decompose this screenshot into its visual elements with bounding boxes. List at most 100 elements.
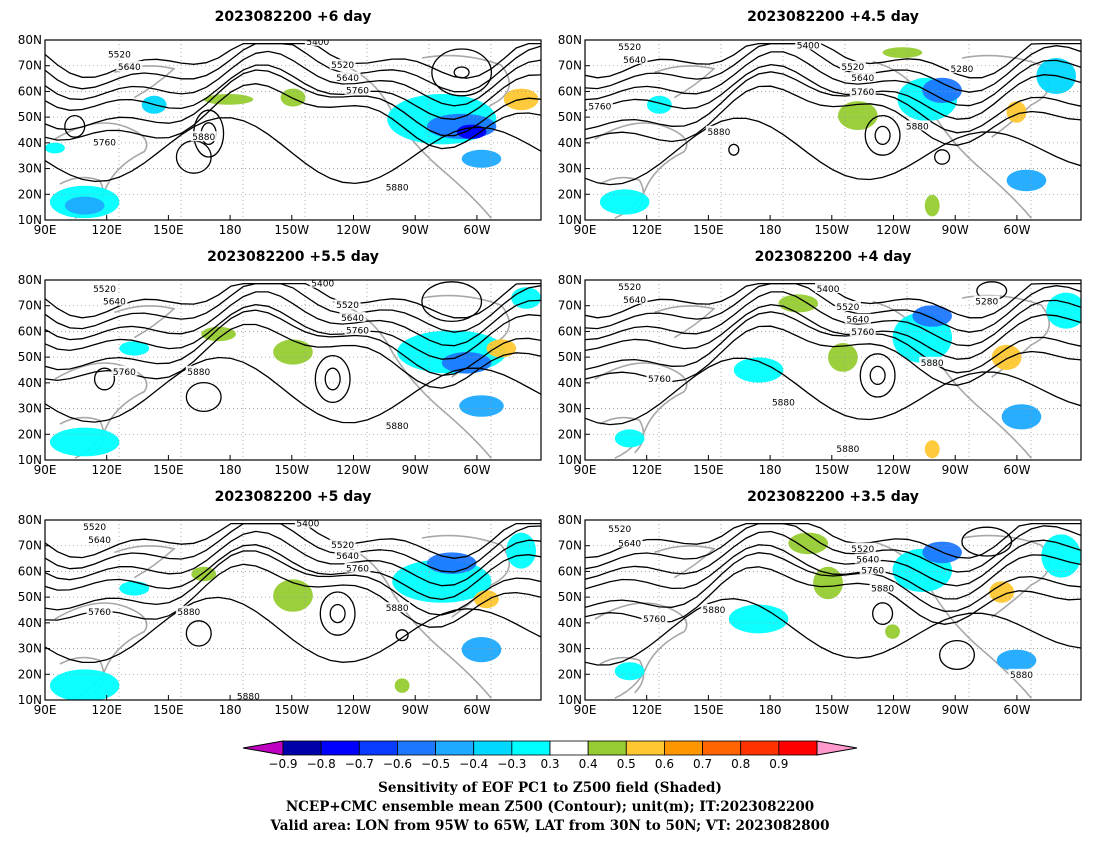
z500-contour xyxy=(45,309,541,377)
z500-contour xyxy=(934,149,951,165)
colorbar-tick-label: −0.7 xyxy=(345,757,374,771)
lon-label: 150W xyxy=(814,703,849,717)
sensitivity-shade xyxy=(119,341,150,356)
sensitivity-shade xyxy=(885,624,900,639)
lat-label: 70N xyxy=(558,299,582,313)
z500-contour xyxy=(93,367,116,391)
contour-label: 5520 xyxy=(608,525,631,535)
z500-contour xyxy=(585,598,1081,666)
coastline xyxy=(599,656,645,694)
contour-label-bg xyxy=(839,61,866,71)
contour-label-bg xyxy=(919,356,946,367)
contour-label: 5640 xyxy=(341,314,364,324)
contour-label: 5880 xyxy=(386,422,409,432)
lon-label: 180 xyxy=(219,463,242,477)
contour-label-bg xyxy=(586,100,613,111)
coastline xyxy=(654,545,716,579)
contour-label-bg xyxy=(844,313,871,324)
lon-label: 150E xyxy=(693,463,724,477)
z500-contour xyxy=(585,357,1081,426)
contour-label-bg xyxy=(384,419,411,430)
contour-label-bg xyxy=(309,280,336,288)
colorbar-swatch xyxy=(511,740,551,756)
z500-contour xyxy=(421,281,483,323)
contour-label-bg xyxy=(705,125,732,136)
z500-contour xyxy=(585,42,1081,93)
lon-label: 150W xyxy=(274,223,309,237)
z500-contour xyxy=(585,552,1081,612)
sensitivity-shade xyxy=(280,88,306,107)
contour-label-bg xyxy=(91,136,118,147)
map-area: 5520 5640 5760 5880 5400 5520 5640 5760 5880 xyxy=(45,40,541,220)
colorbar-tick-label: −0.9 xyxy=(268,757,297,771)
coastline xyxy=(654,65,716,99)
lat-label: 70N xyxy=(558,539,582,553)
lat-label: 50N xyxy=(558,590,582,604)
contour-label: 5760 xyxy=(346,565,369,575)
z500-contour xyxy=(864,114,901,156)
sensitivity-shade xyxy=(1041,534,1081,578)
lon-label: 90E xyxy=(34,703,57,717)
lon-label: 150W xyxy=(814,463,849,477)
z500-contour xyxy=(872,602,894,626)
lon-label: 120E xyxy=(91,223,122,237)
contour-label: 5640 xyxy=(103,298,126,308)
sensitivity-shade xyxy=(456,124,487,139)
lon-label: 150E xyxy=(693,223,724,237)
contour-label: 5640 xyxy=(851,74,874,84)
z500-contour xyxy=(45,544,541,601)
z500-contour xyxy=(585,522,1081,559)
contour-label: 5760 xyxy=(643,615,666,625)
z500-contour xyxy=(45,303,541,360)
contour-label-bg xyxy=(294,520,321,528)
z500-contour xyxy=(324,367,341,391)
z500-contour xyxy=(319,591,356,636)
lat-label: 20N xyxy=(18,667,42,681)
contour-label-bg xyxy=(616,281,643,292)
z500-contour xyxy=(45,282,541,319)
lat-label: 60N xyxy=(558,564,582,578)
lat-label: 60N xyxy=(558,84,582,98)
lon-label: 60W xyxy=(1003,703,1030,717)
lat-label: 20N xyxy=(18,187,42,201)
lon-label: 120E xyxy=(631,703,662,717)
colorbar-arrow-low xyxy=(242,740,284,756)
lat-label: 60N xyxy=(558,324,582,338)
lon-label: 90W xyxy=(402,223,429,237)
lon-label: 90E xyxy=(574,223,597,237)
lon-label: 90E xyxy=(34,223,57,237)
footer-line-2: NCEP+CMC ensemble mean Z500 (Contour); u… xyxy=(286,799,814,815)
contour-label-bg xyxy=(700,604,727,614)
lat-label: 60N xyxy=(18,324,42,338)
coastline xyxy=(421,534,511,618)
lon-label: 180 xyxy=(759,223,782,237)
panel-title: 2023082200 +3.5 day xyxy=(747,489,919,505)
contour-label-bg xyxy=(91,283,118,293)
map-panel: 2023082200 +4.5 day552056405760588054005… xyxy=(558,9,1082,237)
contour-label-bg xyxy=(304,40,331,46)
sensitivity-shade xyxy=(788,532,829,555)
panel-title: 2023082200 +6 day xyxy=(215,9,372,25)
lon-label: 120W xyxy=(876,703,911,717)
lat-label: 20N xyxy=(558,427,582,441)
z500-contour xyxy=(869,365,886,386)
lat-label: 30N xyxy=(18,642,42,656)
colorbar-arrow-high xyxy=(816,740,858,756)
lat-label: 40N xyxy=(18,136,42,150)
sensitivity-shade xyxy=(728,604,789,634)
lat-label: 50N xyxy=(18,350,42,364)
sensitivity-shade xyxy=(614,429,645,448)
z500-contour xyxy=(585,530,1081,587)
lat-label: 50N xyxy=(558,110,582,124)
sensitivity-shade xyxy=(203,94,254,105)
contour-label: 5760 xyxy=(588,103,611,113)
contour-label: 5880 xyxy=(386,184,409,194)
contour-label-bg xyxy=(334,550,361,560)
contour-label-bg xyxy=(106,48,133,59)
z500-contour xyxy=(585,51,1081,107)
z500-contour xyxy=(728,143,740,156)
z500-contour xyxy=(185,620,212,647)
lat-label: 60N xyxy=(18,84,42,98)
contour-label: 5760 xyxy=(346,326,369,336)
